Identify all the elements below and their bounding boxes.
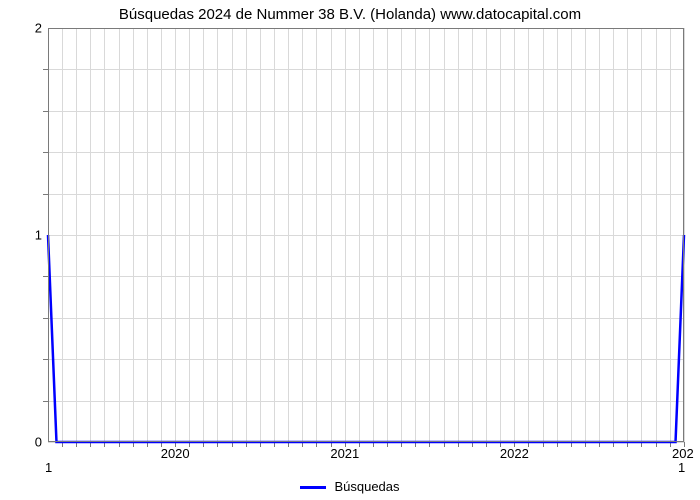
- chart-container: Búsquedas 2024 de Nummer 38 B.V. (Holand…: [0, 0, 700, 500]
- y-tick-label: 2: [2, 21, 42, 36]
- legend-label: Búsquedas: [334, 479, 399, 494]
- x-end-value-label: 1: [678, 460, 685, 475]
- x-start-value-label: 1: [45, 460, 52, 475]
- legend: Búsquedas: [0, 479, 700, 494]
- plot-area: [48, 28, 684, 442]
- x-tick-label: 2021: [330, 446, 359, 461]
- x-right-edge-label: 202: [672, 446, 694, 461]
- x-tick-label: 2020: [161, 446, 190, 461]
- x-tick-label: 2022: [500, 446, 529, 461]
- legend-swatch: [300, 486, 326, 489]
- series-busquedas: [48, 235, 684, 442]
- line-layer: [48, 28, 684, 442]
- gridline-vertical: [684, 28, 685, 442]
- chart-title: Búsquedas 2024 de Nummer 38 B.V. (Holand…: [0, 6, 700, 23]
- y-tick-label: 1: [2, 228, 42, 243]
- y-tick-label: 0: [2, 435, 42, 450]
